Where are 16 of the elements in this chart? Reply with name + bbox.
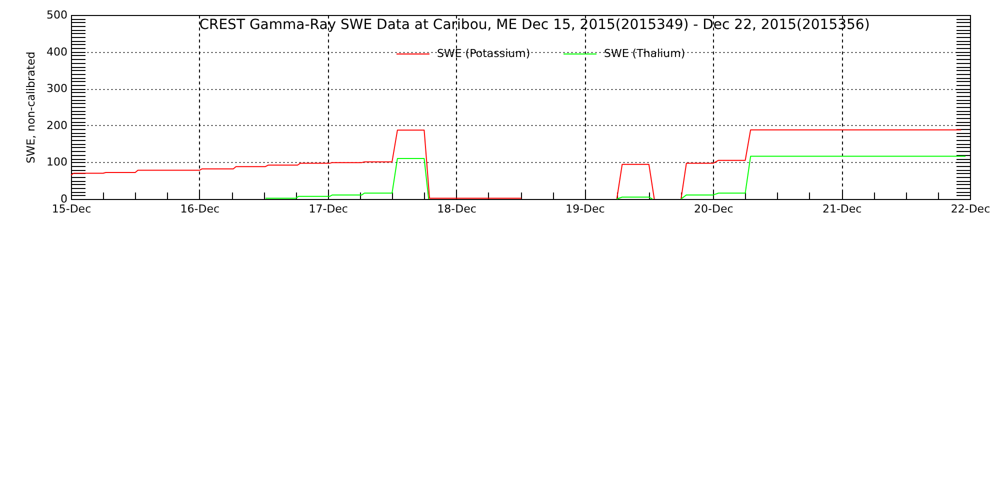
chart-title: CREST Gamma-Ray SWE Data at Caribou, ME Dec 15, 2015(2015349) - Dec 22, 2015(2015356)	[199, 17, 870, 33]
x-tick-label: 19-Dec	[566, 202, 605, 216]
y-tick-label: 0	[60, 192, 68, 206]
x-tick-label: 16-Dec	[180, 202, 220, 216]
x-tick-label: 20-Dec	[694, 202, 734, 216]
y-tick-label: 100	[46, 156, 68, 169]
y-tick-label: 500	[46, 8, 68, 22]
y-tick-label: 200	[46, 118, 68, 132]
y-tick-label: 400	[46, 45, 68, 58]
y-axis-title: SWE, non-calibrated	[24, 52, 38, 164]
x-tick-label: 17-Dec	[308, 202, 348, 216]
x-tick-label: 18-Dec	[437, 202, 476, 216]
x-tick-label: 21-Dec	[822, 202, 862, 216]
x-tick-label: 15-Dec	[52, 202, 92, 216]
y-tick-label: 300	[46, 82, 68, 96]
x-tick-label: 22-Dec	[950, 202, 990, 216]
